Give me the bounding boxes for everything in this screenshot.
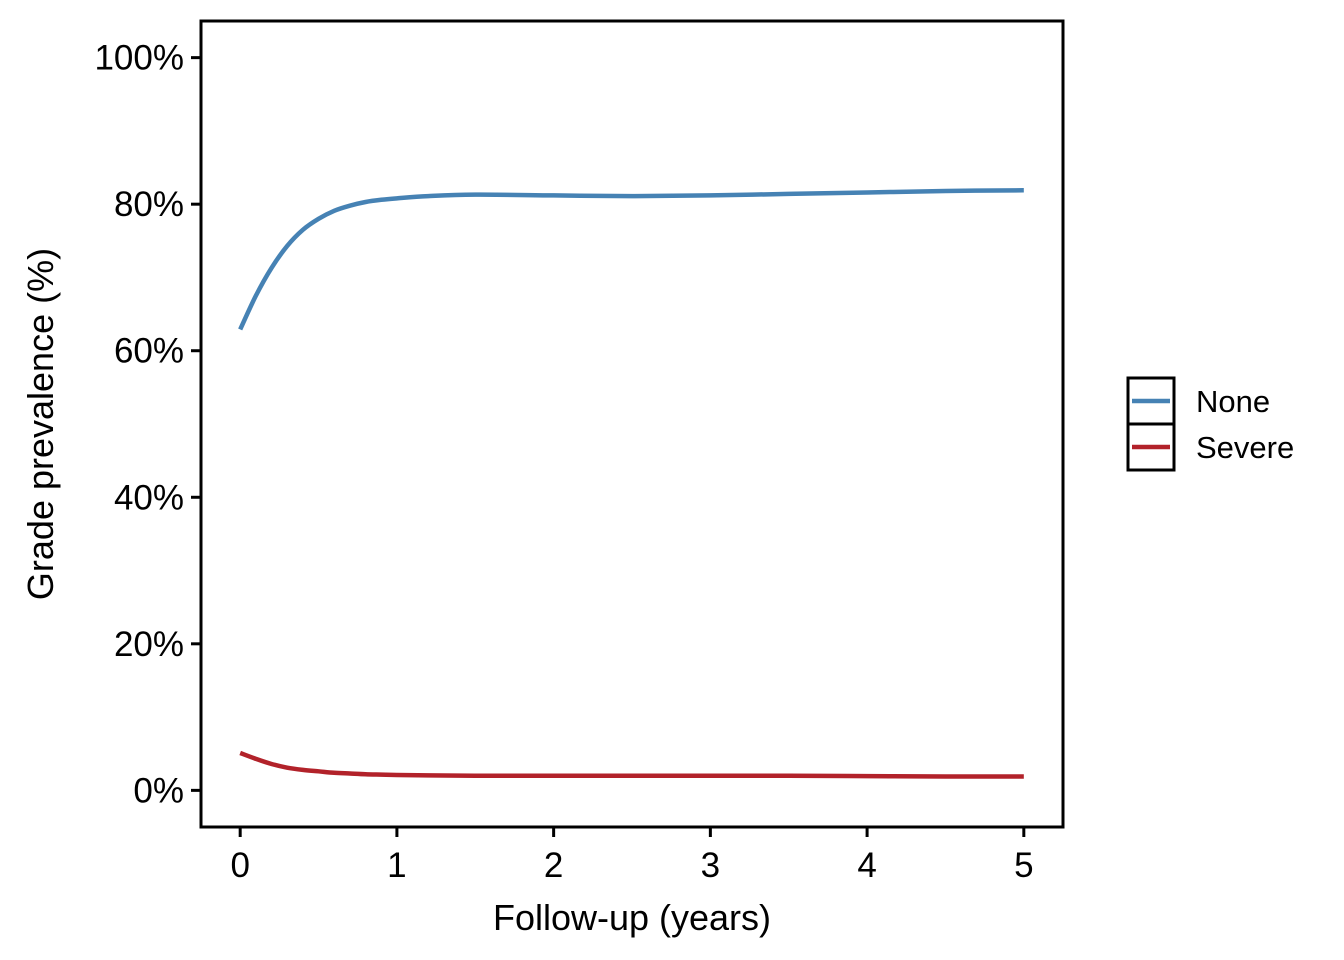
x-tick-label: 3	[701, 846, 720, 885]
y-tick-label: 40%	[114, 478, 184, 517]
series-line-severe	[239, 750, 1024, 779]
x-tick-label: 5	[1014, 846, 1033, 885]
y-tick-label: 60%	[114, 332, 184, 371]
x-tick-label: 0	[230, 846, 249, 885]
y-tick-label: 20%	[114, 625, 184, 664]
y-axis: 0% 20% 40% 60% 80% 100%	[94, 39, 201, 810]
legend: None Severe	[1126, 376, 1294, 472]
legend-label: None	[1196, 384, 1270, 419]
legend-label: Severe	[1196, 430, 1294, 465]
plot-panel	[199, 19, 1065, 829]
y-tick-label: 80%	[114, 185, 184, 224]
x-axis-title: Follow-up (years)	[493, 897, 771, 938]
x-tick-label: 2	[544, 846, 563, 885]
x-axis: 0 1 2 3 4 5	[230, 827, 1034, 885]
x-tick-label: 1	[387, 846, 406, 885]
y-axis-title: Grade prevalence (%)	[20, 248, 61, 600]
y-tick-label: 0%	[133, 771, 184, 810]
series-layer	[238, 188, 1024, 779]
x-tick-label: 4	[857, 846, 876, 885]
series-line-none	[238, 188, 1024, 331]
y-tick-label: 100%	[94, 39, 184, 78]
